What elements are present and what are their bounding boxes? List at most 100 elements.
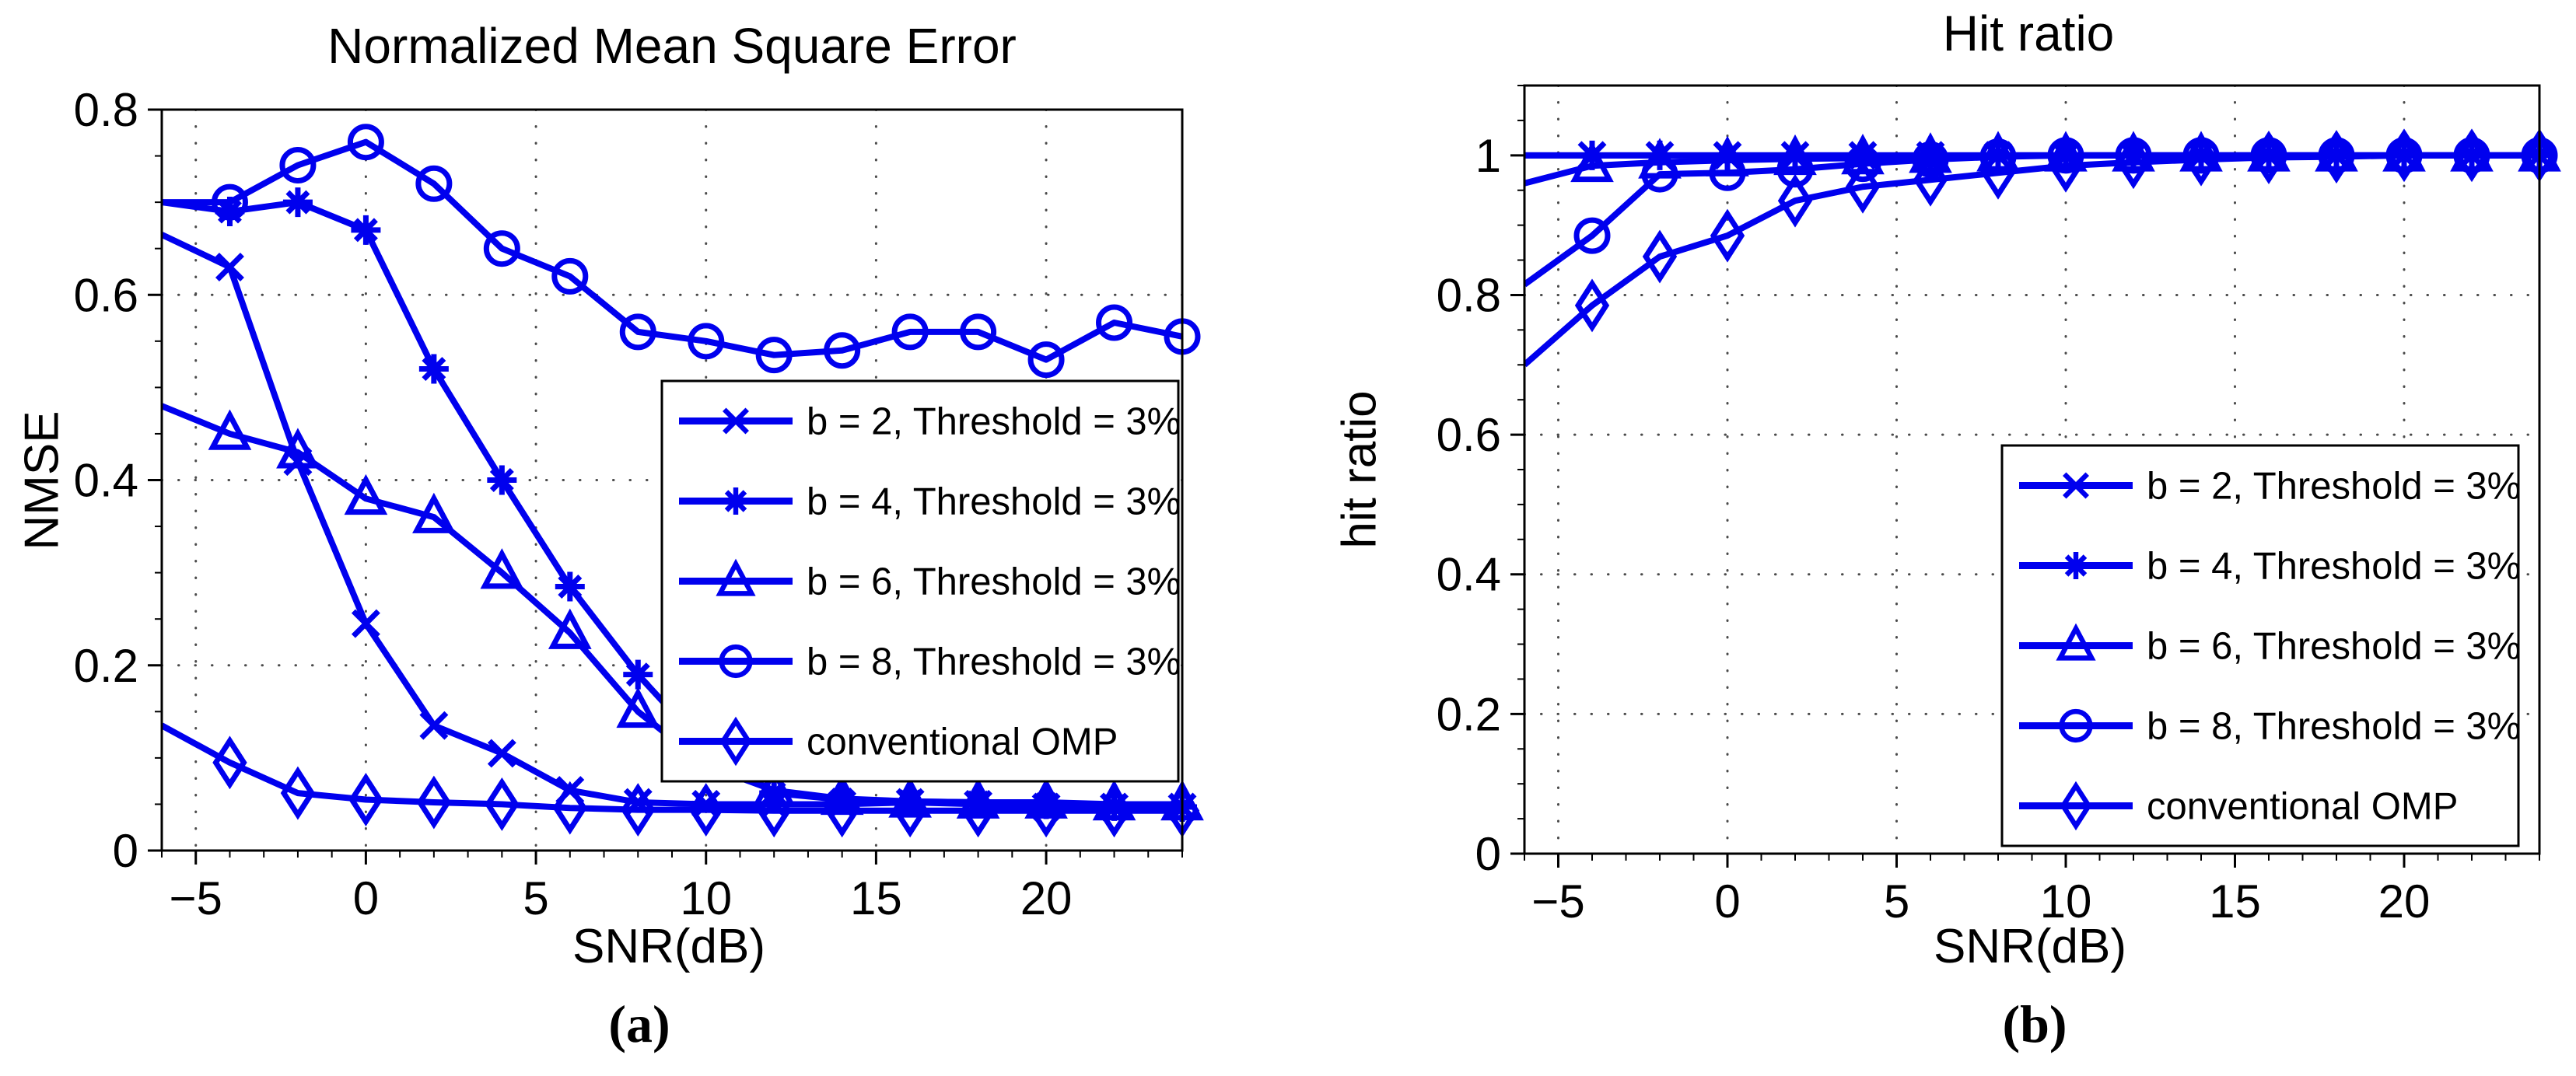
y-tick-label: 0.4 (74, 455, 138, 507)
diamond-marker-icon (757, 784, 792, 838)
circle-marker-icon (483, 230, 520, 267)
asterisk-marker-icon (555, 571, 585, 602)
x-tick-label: 20 (1020, 872, 1073, 924)
diamond-marker-icon (348, 773, 383, 826)
y-tick-label: 0.8 (74, 84, 138, 136)
series-line-group (162, 722, 1182, 814)
x-tick-label: 15 (850, 872, 902, 924)
triangle-marker-icon (1909, 132, 1952, 173)
diamond-marker-icon (1845, 159, 1881, 214)
triangle-marker-icon (616, 686, 660, 728)
legend: b = 2, Threshold = 3% b = 4, Threshold = … (660, 379, 1181, 783)
x-tick-label: 15 (2209, 875, 2261, 928)
circle-marker-icon (619, 313, 656, 351)
asterisk-marker-icon (487, 465, 517, 495)
circle-marker-icon (1776, 151, 1814, 188)
legend: b = 2, Threshold = 3% b = 4, Threshold = … (2000, 444, 2521, 847)
asterisk-marker-icon (722, 487, 750, 515)
circle-marker-icon (2059, 708, 2093, 743)
circle-marker-icon (719, 644, 753, 679)
diamond-marker-icon (688, 783, 723, 837)
diamond-marker-icon (2386, 128, 2422, 183)
panel-b-plot: −5 0 5 10 15 20 0 0.2 0.4 0.6 0.8 1 b = 2, Threshold… (1437, 84, 2561, 928)
diamond-marker-icon (719, 716, 752, 767)
triangle-marker-icon (548, 608, 592, 649)
x-tick-label: −5 (1531, 875, 1584, 928)
asterisk-marker-icon (1645, 140, 1675, 170)
asterisk-marker-icon (418, 354, 449, 384)
panel-a-ylabel: NMSE (15, 410, 69, 550)
x-marker-icon (215, 253, 244, 281)
x-tick-label: 5 (523, 872, 548, 924)
y-tick-label: 0 (1475, 828, 1501, 880)
diamond-marker-icon (2454, 128, 2490, 183)
circle-marker-icon (891, 313, 929, 351)
x-tick-label: 10 (2040, 875, 2092, 928)
x-marker-icon (419, 711, 449, 740)
diamond-marker-icon (892, 784, 928, 838)
series-line-group (1524, 152, 2539, 368)
diamond-marker-icon (824, 784, 859, 838)
circle-marker-icon (1027, 341, 1065, 379)
circle-marker-icon (1641, 155, 1678, 193)
circle-marker-icon (415, 165, 453, 202)
legend-entry-label: b = 8, Threshold = 3% (807, 641, 1181, 683)
diamond-marker-icon (485, 777, 520, 831)
legend-entry-label: b = 2, Threshold = 3% (807, 401, 1181, 443)
triangle-marker-icon (716, 558, 756, 596)
asterisk-marker-icon (1577, 140, 1607, 170)
diamond-marker-icon (2319, 130, 2354, 184)
panel-a-plot: −5 0 5 10 15 20 0 0.2 0.4 0.6 0.8 b = 2, Threshold … (74, 84, 1204, 924)
x-marker-icon (351, 609, 380, 638)
diamond-marker-icon (1913, 152, 1948, 207)
asterisk-marker-icon (351, 215, 381, 245)
diamond-marker-icon (1777, 173, 1813, 228)
y-tick-label: 0.6 (1437, 409, 1501, 461)
panel-b-xlabel: SNR(dB) (1933, 920, 2127, 973)
diamond-marker-icon (1642, 229, 1678, 284)
y-tick-label: 0 (113, 825, 138, 877)
series-line-group (162, 138, 1182, 363)
diamond-marker-icon (2183, 132, 2219, 187)
triangle-marker-icon (2056, 623, 2096, 661)
x-tick-label: −5 (170, 872, 222, 924)
series-line-5 (1524, 152, 2539, 368)
triangle-marker-icon (1976, 131, 2020, 172)
diamond-marker-icon (2060, 781, 2092, 831)
x-tick-label: 5 (1884, 875, 1909, 928)
asterisk-marker-icon (215, 197, 245, 227)
triangle-marker-icon (480, 548, 524, 589)
circle-marker-icon (279, 146, 317, 183)
asterisk-marker-icon (2062, 552, 2090, 579)
panel-a-caption: (a) (608, 994, 670, 1053)
x-tick-label: 10 (680, 872, 732, 924)
circle-marker-icon (824, 332, 861, 369)
asterisk-marker-icon (282, 187, 313, 218)
panel-a-xlabel: SNR(dB) (572, 920, 766, 973)
diamond-marker-icon (2048, 138, 2084, 193)
legend-entry-label: b = 4, Threshold = 3% (2147, 546, 2521, 588)
panel-a-title: Normalized Mean Square Error (327, 18, 1017, 74)
circle-marker-icon (755, 337, 793, 374)
x-tick-label: 20 (2378, 875, 2431, 928)
diamond-marker-icon (280, 766, 316, 820)
triangle-marker-icon (276, 428, 320, 469)
panel-b-caption: (b) (2002, 994, 2067, 1053)
circle-marker-icon (1844, 145, 1881, 183)
legend-entry-label: conventional OMP (2147, 786, 2458, 828)
diamond-marker-icon (212, 735, 247, 790)
diamond-marker-icon (2251, 131, 2287, 184)
series-line-5 (162, 722, 1182, 814)
diamond-marker-icon (2116, 135, 2151, 190)
x-marker-icon (487, 739, 516, 768)
asterisk-marker-icon (623, 659, 653, 690)
diamond-marker-icon (621, 783, 656, 837)
y-tick-label: 0.2 (1437, 688, 1501, 740)
circle-marker-icon (211, 183, 248, 221)
panel-b-ylabel: hit ratio (1332, 390, 1387, 549)
diamond-marker-icon (1980, 145, 2016, 200)
triangle-marker-icon (1570, 141, 1614, 183)
y-tick-label: 1 (1475, 130, 1501, 182)
